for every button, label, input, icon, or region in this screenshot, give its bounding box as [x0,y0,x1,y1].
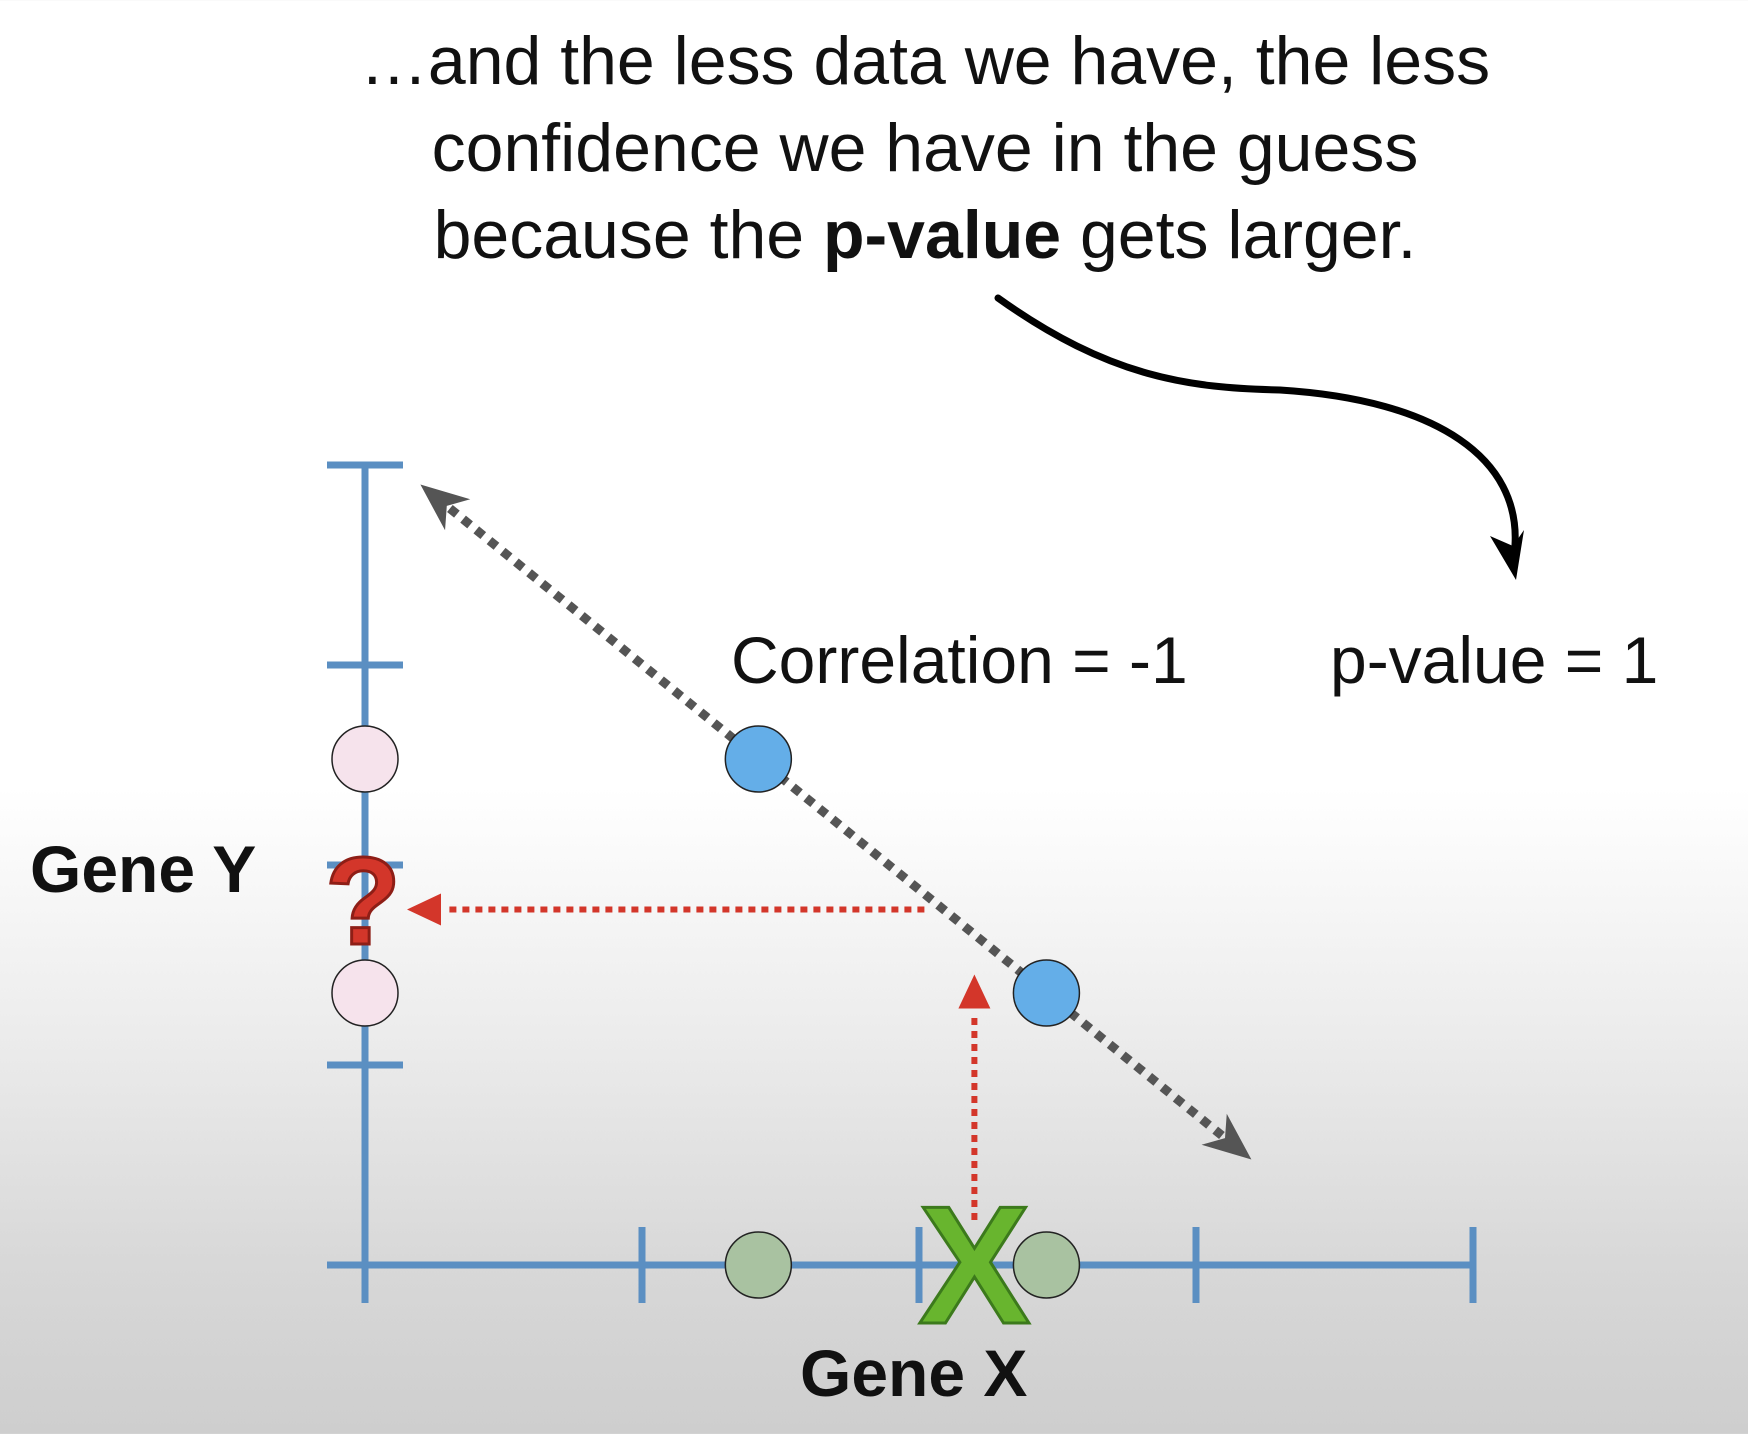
y-projection-circle [331,725,399,793]
x-projection-circle [724,1231,793,1299]
trend-line-dots [447,504,1225,1140]
correlation-label: Correlation = -1 [731,623,1188,697]
x-axis-label: Gene X [800,1336,1027,1410]
new-x-marker-icon: X [918,1171,1030,1359]
question-mark-icon: ? [325,833,401,971]
caption-line-3-start: because the [433,197,823,273]
vertical-guide-arrowhead [958,974,991,1009]
data-points [331,725,1081,1299]
data-point [1012,959,1081,1027]
trend-arrowhead-start [420,484,471,531]
caption: …and the less data we have, the less con… [0,18,1748,279]
caption-line-3: because the p-value gets larger. [0,192,1748,279]
x-projection-circle [1012,1231,1081,1299]
p-value-term: p-value [823,197,1062,273]
y-projection-circle [331,959,399,1027]
caption-line-3-end: gets larger. [1061,197,1417,273]
p-value-label: p-value = 1 [1330,623,1658,697]
trend-line [420,484,1252,1160]
guide-arrows [407,893,991,1220]
caption-line-1: …and the less data we have, the less [359,23,1491,99]
callout-arrow [994,294,1519,549]
y-axis-label: Gene Y [30,832,256,906]
data-point [724,725,793,793]
callout-arrowhead [1490,530,1524,580]
caption-line-2: confidence we have in the guess [431,110,1419,186]
horizontal-guide-arrowhead [407,893,441,926]
axes [327,461,1477,1303]
trend-arrowhead-end [1201,1113,1252,1160]
